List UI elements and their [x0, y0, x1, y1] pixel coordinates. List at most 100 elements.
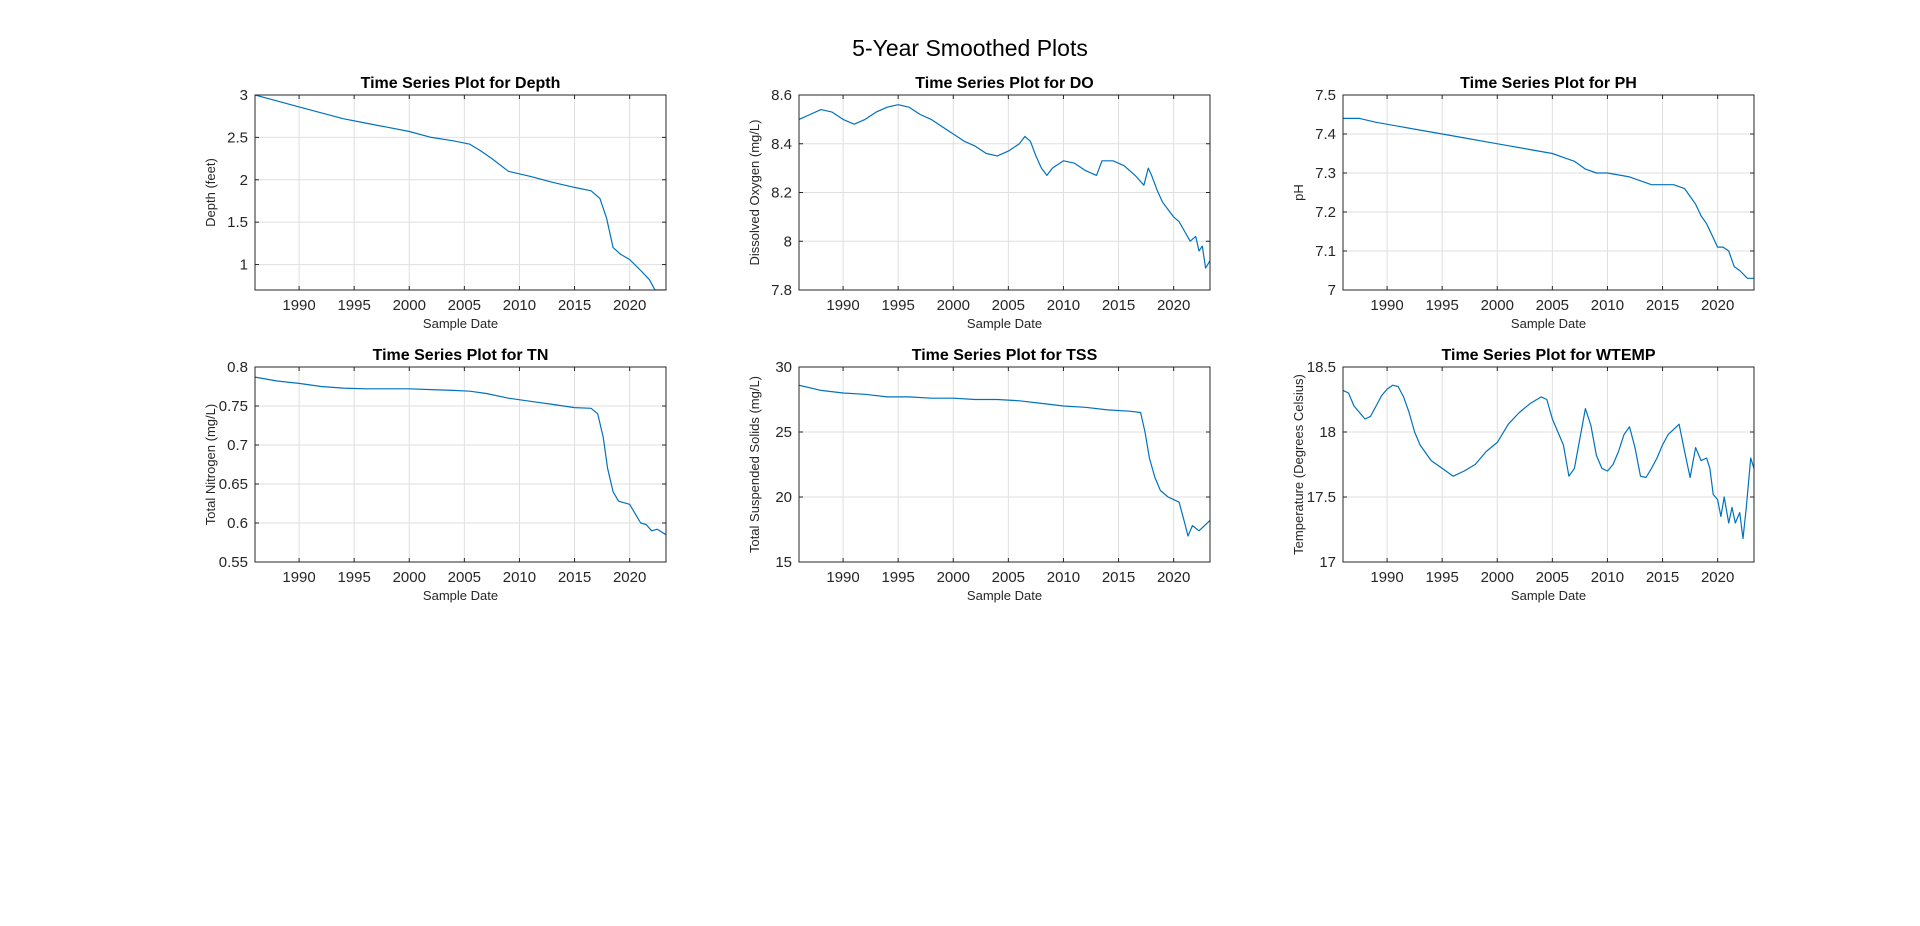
axes-box: [798, 366, 1211, 563]
y-tick-label: 7.8: [771, 282, 792, 299]
y-tick-label: 7.1: [1315, 243, 1336, 260]
subplot-do: 1990 1995 2000 2005 2010 2015 2020 7.8 8 8.2 8.4 8.…: [747, 75, 1211, 331]
x-tick-label: 2005: [1536, 569, 1569, 586]
series-line-depth: [255, 95, 666, 290]
subplot-depth: 1990 1995 2000 2005 2010 2015 2020 1 1.5 2 2.5 3 Tim…: [203, 75, 667, 331]
y-tick-label: 18.5: [1307, 359, 1336, 376]
x-tick-label: 1990: [282, 569, 315, 586]
y-tick-label: 18: [1319, 424, 1336, 441]
x-tick-label: 1995: [1425, 297, 1458, 314]
y-axis-label: Dissolved Oxygen (mg/L): [747, 120, 762, 266]
y-tick-label: 1.5: [227, 214, 248, 231]
x-tick-label: 1990: [282, 297, 315, 314]
x-tick-label: 1990: [826, 569, 859, 586]
subplot-title: Time Series Plot for PH: [1460, 75, 1637, 92]
x-tick-label: 2005: [448, 569, 481, 586]
series-line-tn: [255, 376, 666, 536]
x-tick-label: 2010: [1047, 569, 1080, 586]
subplot-title: Time Series Plot for DO: [915, 75, 1093, 92]
x-tick-label: 1995: [337, 569, 370, 586]
x-tick-label: 2000: [393, 297, 426, 314]
x-tick-label: 2000: [937, 569, 970, 586]
x-tick-label: 1995: [881, 297, 914, 314]
y-tick-label: 0.55: [219, 554, 248, 571]
x-tick-label: 1995: [881, 569, 914, 586]
x-tick-label: 2000: [1481, 569, 1514, 586]
x-tick-label: 2005: [992, 569, 1025, 586]
axes-box: [1342, 366, 1755, 563]
y-tick-label: 7.4: [1315, 126, 1336, 143]
subplot-title: Time Series Plot for TN: [373, 347, 549, 364]
axes-box: [1342, 94, 1755, 291]
x-axis-label: Sample Date: [1511, 316, 1586, 331]
x-tick-label: 2020: [1157, 569, 1190, 586]
y-tick-label: 0.65: [219, 476, 248, 493]
y-tick-label: 30: [775, 359, 792, 376]
y-tick-label: 7: [1328, 282, 1336, 299]
subplot-title: Time Series Plot for WTEMP: [1442, 347, 1656, 364]
x-axis-label: Sample Date: [423, 316, 498, 331]
x-tick-label: 2020: [1701, 569, 1734, 586]
x-axis-label: Sample Date: [967, 588, 1042, 603]
y-tick-label: 2: [240, 172, 248, 189]
x-tick-label: 2020: [613, 569, 646, 586]
y-tick-label: 7.5: [1315, 87, 1336, 104]
series-line-do: [799, 104, 1210, 269]
y-tick-label: 8.4: [771, 136, 792, 153]
x-tick-label: 2000: [937, 297, 970, 314]
subplot-title: Time Series Plot for TSS: [912, 347, 1098, 364]
x-tick-label: 1990: [1370, 569, 1403, 586]
x-tick-label: 2005: [1536, 297, 1569, 314]
x-tick-label: 2020: [613, 297, 646, 314]
subplot-tss: 1990 1995 2000 2005 2010 2015 2020 15 20 25 30 Time…: [747, 347, 1211, 603]
x-tick-label: 1995: [337, 297, 370, 314]
series-line-tss: [799, 384, 1210, 537]
y-tick-label: 2.5: [227, 129, 248, 146]
y-tick-label: 17.5: [1307, 489, 1336, 506]
x-tick-label: 1995: [1425, 569, 1458, 586]
x-tick-label: 2005: [448, 297, 481, 314]
y-tick-label: 8: [784, 233, 792, 250]
subplot-tn: 1990 1995 2000 2005 2010 2015 2020 0.55 0.6 0.65 0…: [203, 347, 667, 603]
x-tick-label: 2000: [1481, 297, 1514, 314]
x-axis-label: Sample Date: [967, 316, 1042, 331]
x-tick-label: 2010: [1047, 297, 1080, 314]
y-tick-label: 3: [240, 87, 248, 104]
x-tick-label: 2015: [558, 297, 591, 314]
y-tick-label: 0.7: [227, 437, 248, 454]
x-tick-label: 2010: [1591, 297, 1624, 314]
y-tick-label: 15: [775, 554, 792, 571]
y-tick-label: 17: [1319, 554, 1336, 571]
x-tick-label: 2020: [1157, 297, 1190, 314]
subplot-wtemp: 1990 1995 2000 2005 2010 2015 2020 17 17.5 18 18.5…: [1291, 347, 1755, 603]
y-tick-label: 0.6: [227, 515, 248, 532]
figure-title: 5-Year Smoothed Plots: [852, 35, 1088, 61]
x-tick-label: 2010: [1591, 569, 1624, 586]
x-tick-label: 2010: [503, 297, 536, 314]
subplot-grid: 1990 1995 2000 2005 2010 2015 2020 1 1.5 2 2.5 3 Tim…: [203, 75, 1755, 603]
y-axis-label: Temperature (Degrees Celsius): [1291, 374, 1306, 555]
x-tick-label: 2005: [992, 297, 1025, 314]
x-tick-label: 2020: [1701, 297, 1734, 314]
y-axis-label: Total Nitrogen (mg/L): [203, 404, 218, 525]
series-line-ph: [1343, 117, 1754, 279]
x-tick-label: 1990: [826, 297, 859, 314]
y-tick-label: 1: [240, 257, 248, 274]
series-line-wtemp: [1343, 384, 1754, 540]
x-tick-label: 2015: [1102, 297, 1135, 314]
y-tick-label: 7.2: [1315, 204, 1336, 221]
axes-box: [254, 94, 667, 291]
y-tick-label: 25: [775, 424, 792, 441]
y-tick-label: 7.3: [1315, 165, 1336, 182]
x-tick-label: 2010: [503, 569, 536, 586]
x-axis-label: Sample Date: [423, 588, 498, 603]
x-tick-label: 2015: [1102, 569, 1135, 586]
y-tick-label: 8.6: [771, 87, 792, 104]
y-axis-label: Total Suspended Solids (mg/L): [747, 376, 762, 553]
x-axis-label: Sample Date: [1511, 588, 1586, 603]
y-tick-label: 0.75: [219, 398, 248, 415]
y-tick-label: 0.8: [227, 359, 248, 376]
x-tick-label: 2015: [558, 569, 591, 586]
subplot-ph: 1990 1995 2000 2005 2010 2015 2020 7 7.1 7.2 7.3 7.…: [1291, 75, 1755, 331]
